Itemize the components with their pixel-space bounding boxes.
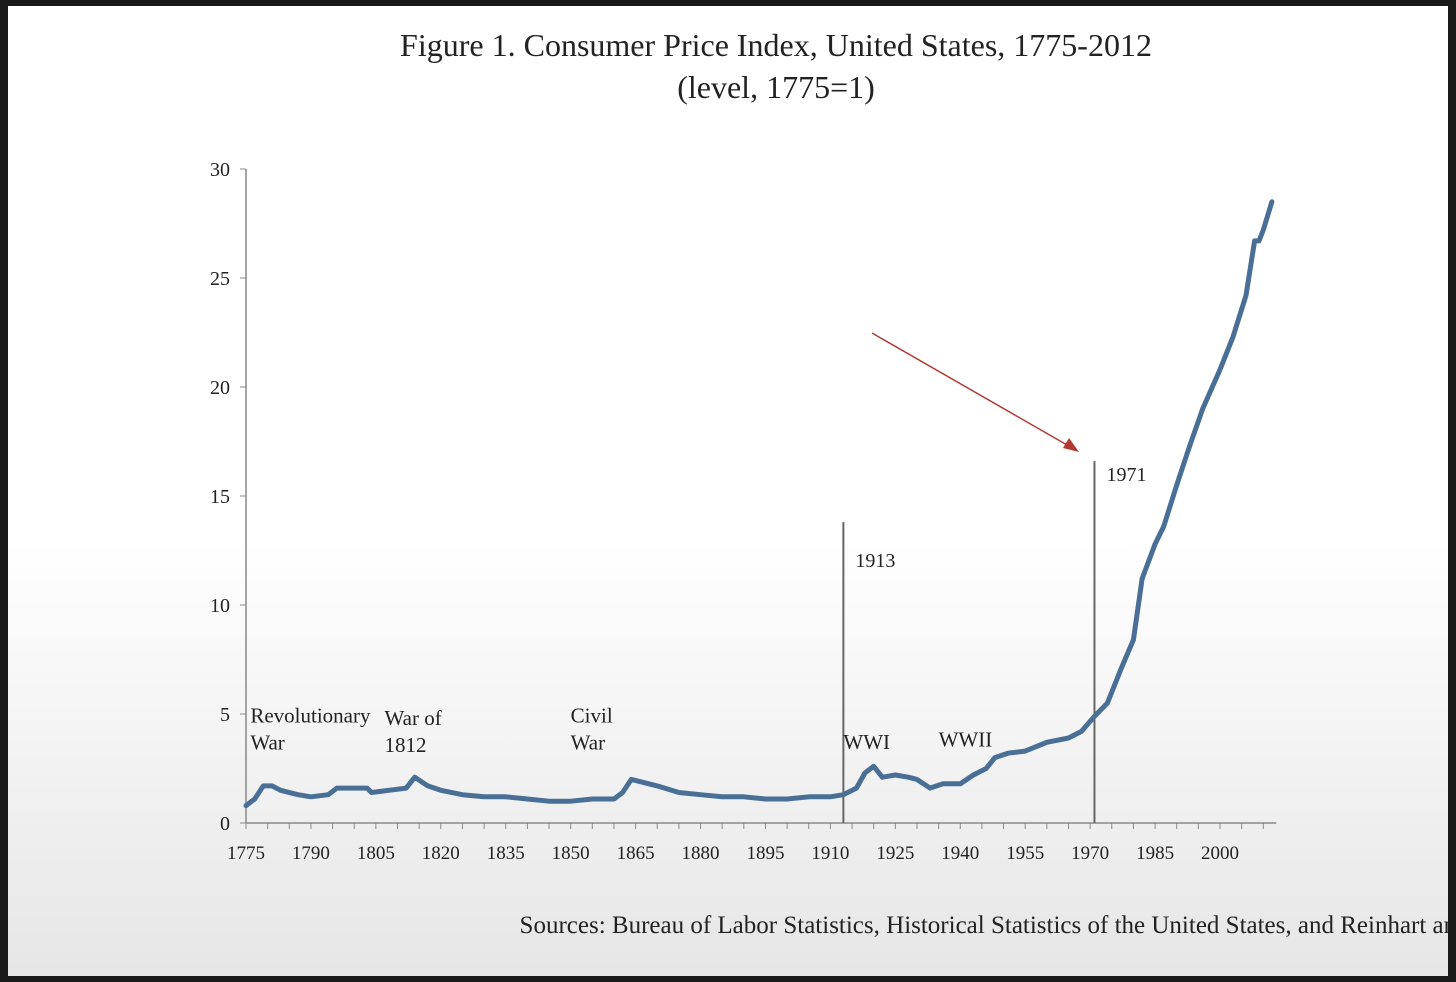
y-tick-label: 0 <box>220 813 230 835</box>
vertical-marker-label: 1913 <box>855 550 895 572</box>
x-tick-label: 1925 <box>876 843 914 864</box>
event-annotation: 1812 <box>385 733 427 757</box>
x-tick-label: 1970 <box>1071 843 1109 864</box>
x-tick-label: 1940 <box>941 843 979 864</box>
chart-subtitle: (level, 1775=1) <box>677 69 875 105</box>
chart-source: Sources: Bureau of Labor Statistics, His… <box>520 912 1448 939</box>
event-annotation: War of <box>385 706 442 730</box>
x-tick-label: 1790 <box>292 843 330 864</box>
y-tick-label: 25 <box>210 268 230 290</box>
x-tick-label: 1985 <box>1136 843 1174 864</box>
x-tick-label: 1820 <box>422 843 460 864</box>
x-tick-label: 1850 <box>552 843 590 864</box>
event-annotation: Revolutionary <box>250 704 371 728</box>
chart-title: Figure 1. Consumer Price Index, United S… <box>400 27 1152 63</box>
cpi-series-line <box>243 199 1275 809</box>
y-tick-label: 5 <box>220 704 230 726</box>
event-annotation: War <box>571 731 605 755</box>
x-tick-label: 1910 <box>811 843 849 864</box>
x-tick-label: 1835 <box>487 843 525 864</box>
cpi-chart: Figure 1. Consumer Price Index, United S… <box>210 27 1448 939</box>
x-tick-label: 1865 <box>617 843 655 864</box>
event-annotation: WWII <box>939 728 993 752</box>
x-tick-label: 1955 <box>1006 843 1044 864</box>
slide: Figure 1. Consumer Price Index, United S… <box>8 6 1448 976</box>
y-tick-label: 20 <box>210 377 230 399</box>
event-annotation: WWI <box>843 730 890 754</box>
y-tick-label: 10 <box>210 595 230 617</box>
event-annotation: War <box>250 731 284 755</box>
event-annotation: Civil <box>571 704 613 728</box>
x-tick-label: 1895 <box>746 843 784 864</box>
y-tick-label: 15 <box>210 486 230 508</box>
y-tick-label: 30 <box>210 159 230 181</box>
vertical-marker-label: 1971 <box>1106 464 1146 486</box>
x-tick-label: 1805 <box>357 843 395 864</box>
x-tick-label: 1880 <box>682 843 720 864</box>
x-tick-label: 1775 <box>227 843 265 864</box>
x-tick-label: 2000 <box>1201 843 1239 864</box>
red-arrow <box>871 332 1079 452</box>
